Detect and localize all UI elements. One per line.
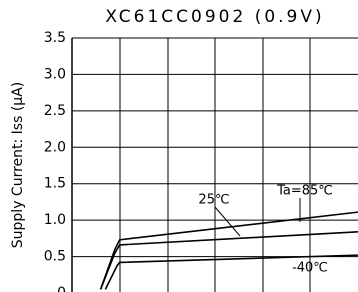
chart: XC61CC0902 (0.9V) Supply Current: Iss (μ… xyxy=(0,0,358,292)
vertical-grid xyxy=(72,38,310,292)
y-axis-label: Supply Current: Iss (μA) xyxy=(10,82,26,248)
series-label: -40℃ xyxy=(292,261,328,276)
series-label: Ta=85℃ xyxy=(276,184,333,199)
y-tick-label: 3.0 xyxy=(44,66,66,82)
chart-title: XC61CC0902 (0.9V) xyxy=(105,7,324,27)
y-tick-label: 3.5 xyxy=(44,30,66,46)
page: {"chart_data":{"type":"line","title":"XC… xyxy=(0,0,358,292)
y-tick-label: 0.5 xyxy=(44,249,66,265)
series-label: 25℃ xyxy=(198,193,229,208)
y-tick-label: 2.0 xyxy=(44,139,66,155)
y-tick-label: 1.5 xyxy=(44,176,66,192)
y-tick-label: 2.5 xyxy=(44,103,66,119)
y-tick-label: 0 xyxy=(57,285,66,292)
y-tick-label: 1.0 xyxy=(44,212,66,228)
pointer xyxy=(215,207,240,236)
